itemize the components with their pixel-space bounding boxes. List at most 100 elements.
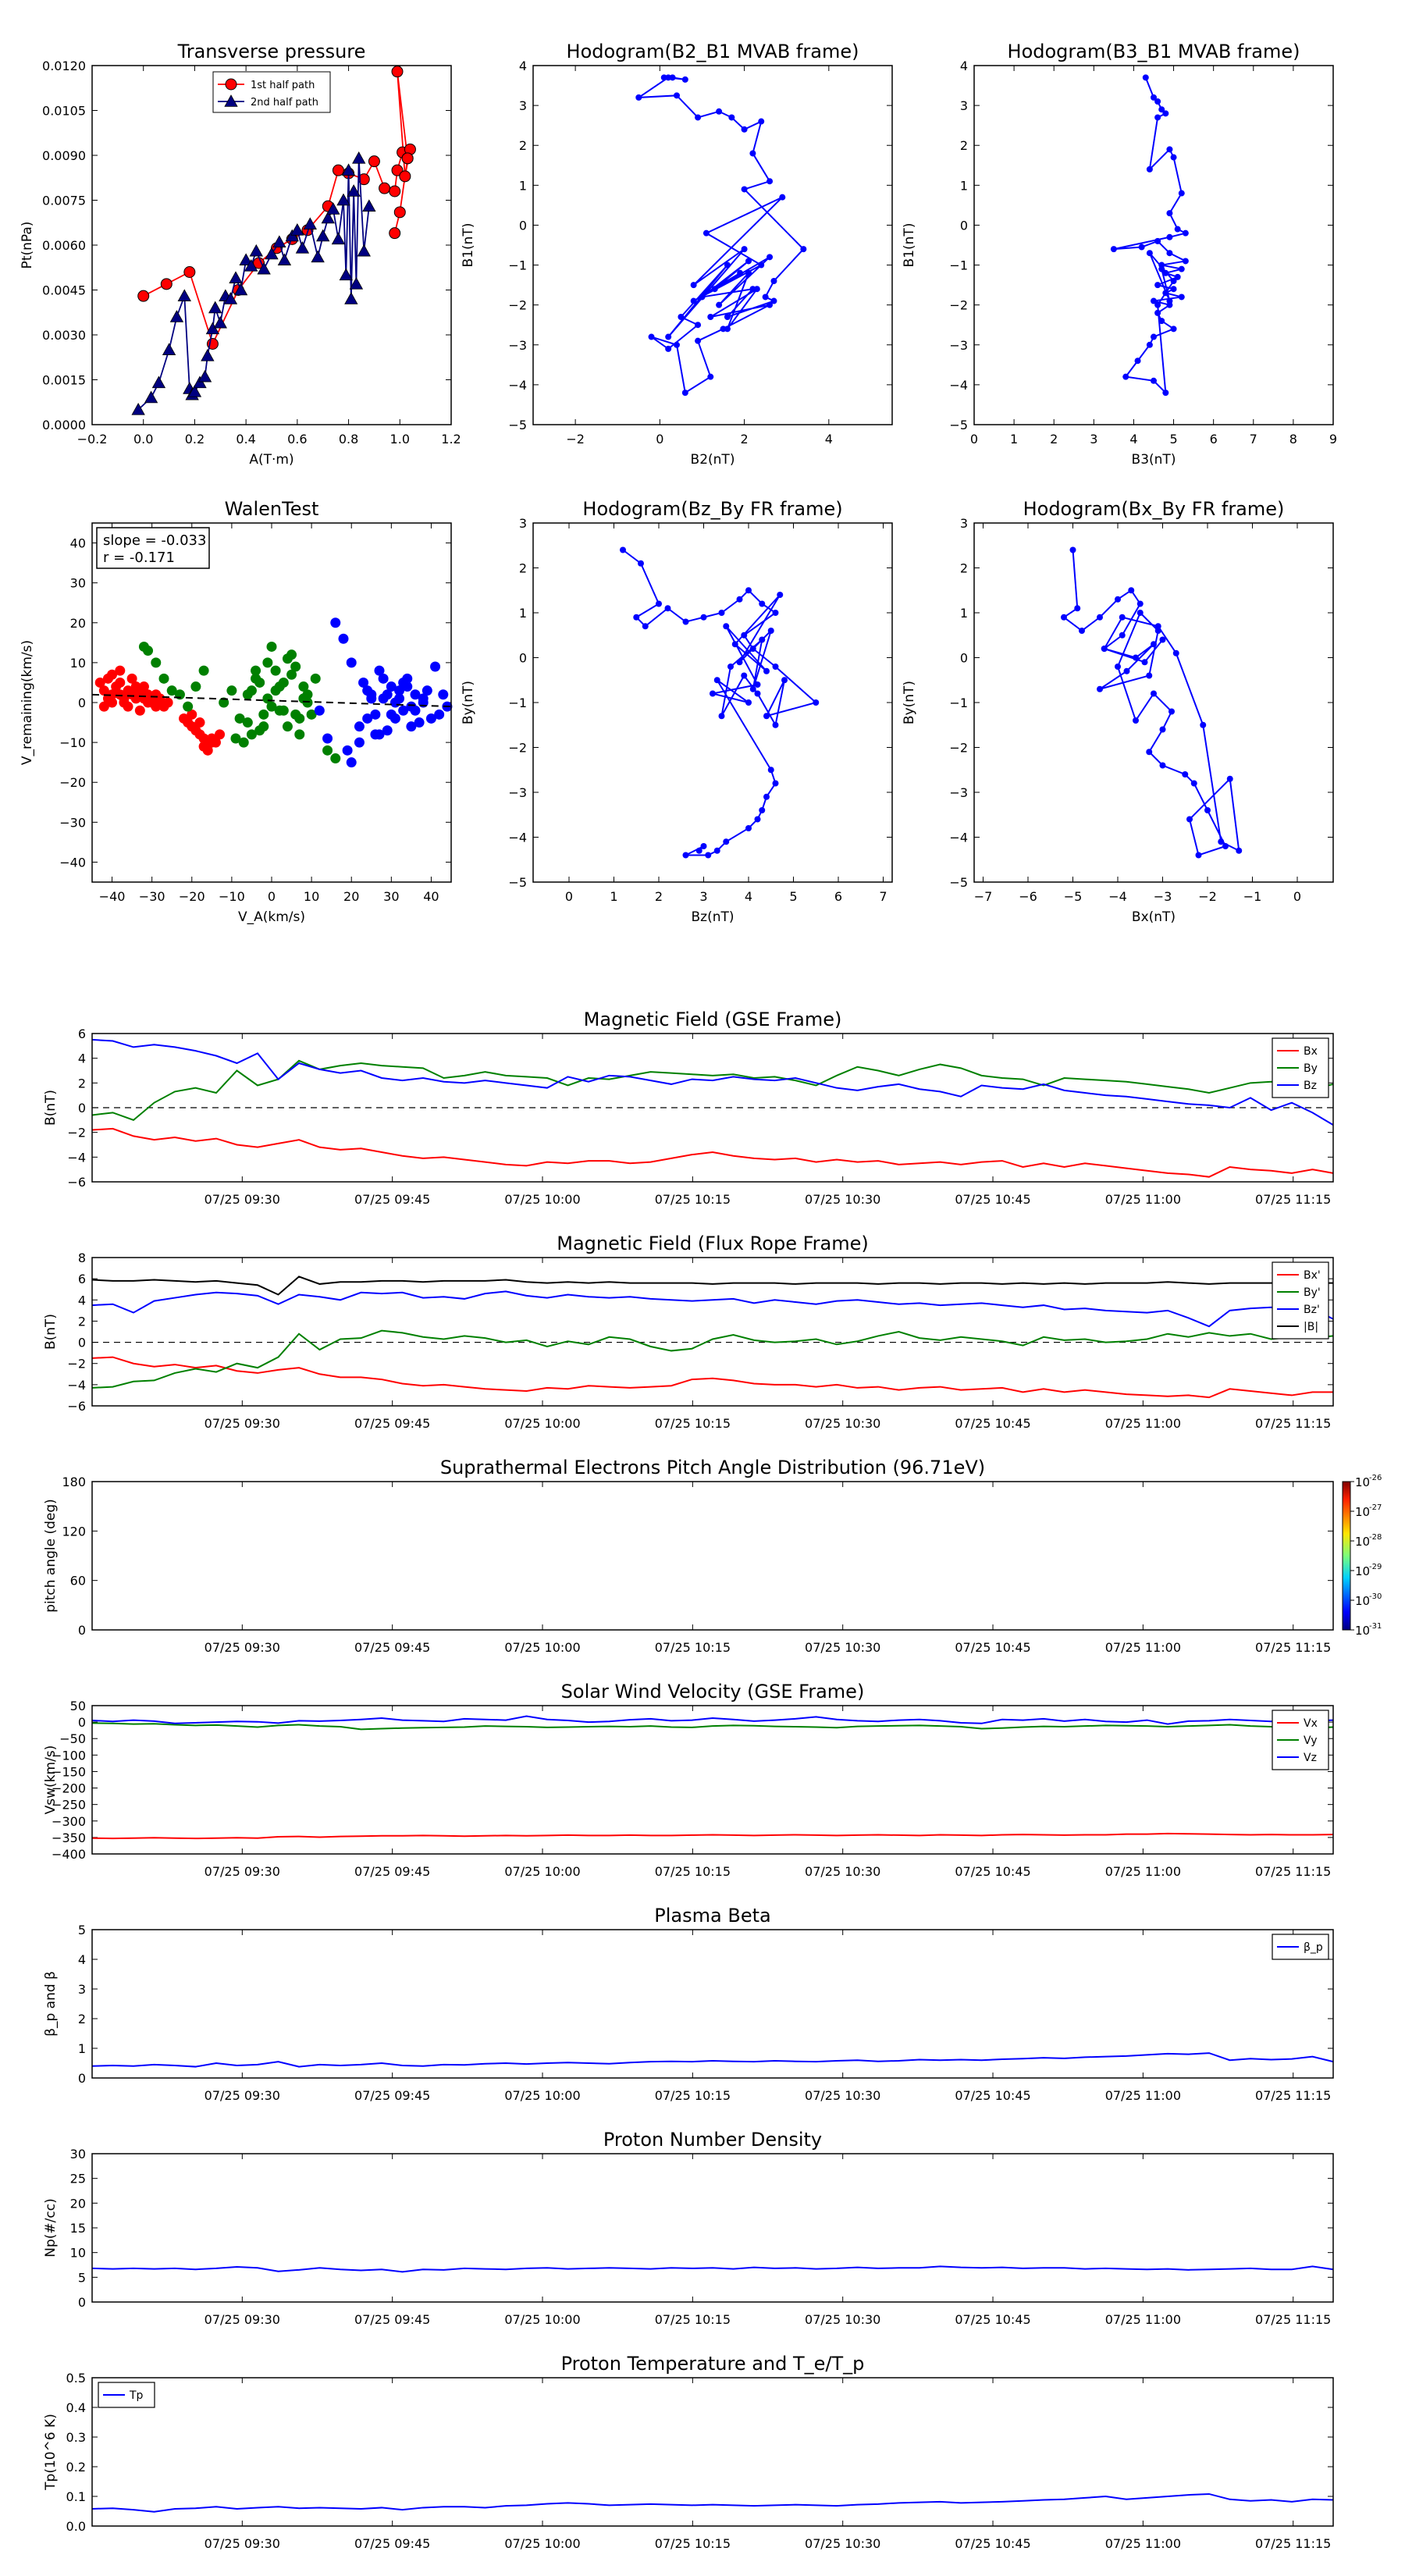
walen-point <box>155 697 165 708</box>
y-tick-label: −3 <box>508 785 527 800</box>
hodogram-point <box>767 178 774 185</box>
x-tick-label: 07/25 11:15 <box>1255 2312 1331 2327</box>
hodogram-point <box>707 314 714 320</box>
x-tick-label: 9 <box>1329 432 1337 447</box>
second-half-point <box>223 292 238 304</box>
walen-point <box>354 721 365 732</box>
walen-point <box>162 697 173 708</box>
second-half-point <box>316 229 330 242</box>
hodogram-line <box>1062 550 1240 856</box>
x-tick-label: 0.8 <box>339 432 358 447</box>
colorbar-exponent: -30 <box>1369 1592 1382 1601</box>
h2-hodogram-chart: Hodogram(B3_B1 MVAB frame) −5 −4 −3 −2 −1 0 1 2 3… <box>902 41 1337 468</box>
y-tick-label: −2 <box>508 741 527 756</box>
hodogram-point <box>1154 282 1161 289</box>
y-tick-label: 0.5 <box>66 2371 86 2386</box>
y-tick-label: 0 <box>78 2071 86 2086</box>
hodogram-point <box>1162 110 1169 117</box>
x-axis-label: B3(nT) <box>1132 452 1176 468</box>
hodogram-point <box>777 592 784 598</box>
x-tick-label: 07/25 11:00 <box>1105 1192 1181 1207</box>
second-half-point <box>277 253 292 265</box>
x-tick-label: 4 <box>1129 432 1137 447</box>
x-tick-label: 07/25 11:00 <box>1105 2536 1181 2551</box>
y-axis-label: Np(#/cc) <box>43 2198 59 2257</box>
colorbar-exponent: -28 <box>1369 1533 1382 1542</box>
x-tick-label: 07/25 11:00 <box>1105 1864 1181 1879</box>
y-tick-label: 3 <box>519 516 527 531</box>
chart-title: Hodogram(B3_B1 MVAB frame) <box>1008 41 1300 62</box>
hodogram-point <box>1151 94 1157 101</box>
second-half-point <box>233 283 248 296</box>
x-tick-label: 40 <box>423 889 439 904</box>
y-tick-label: −3 <box>508 338 527 353</box>
walen-point <box>278 705 289 716</box>
hodogram-point <box>690 297 697 304</box>
x-tick-label: 07/25 10:00 <box>504 2536 580 2551</box>
walen-point <box>226 685 237 696</box>
walen-point <box>346 657 357 668</box>
colorbar-base: 10 <box>1355 1564 1370 1578</box>
walen-point <box>342 745 353 756</box>
y-tick-label: 0.0075 <box>42 194 86 208</box>
x-tick-label: 07/25 09:45 <box>354 2536 430 2551</box>
x-tick-label: 07/25 10:15 <box>655 1416 731 1431</box>
walen-point <box>434 709 445 720</box>
walen-point <box>410 705 421 716</box>
x-tick-label: 07/25 10:45 <box>955 1864 1030 1879</box>
x-tick-label: 07/25 09:30 <box>205 1640 280 1655</box>
hodogram-point <box>727 664 734 670</box>
second-half-point <box>187 385 202 397</box>
second-half-point <box>244 259 258 272</box>
hodogram-point <box>1101 646 1108 652</box>
hodogram-point <box>1061 614 1067 621</box>
second-half-point <box>177 289 191 301</box>
first-half-point <box>368 155 380 168</box>
hodogram-point <box>1174 273 1181 280</box>
y-tick-label: 3 <box>519 98 527 113</box>
y-tick-label: 4 <box>78 1293 86 1308</box>
second-half-point <box>239 253 253 265</box>
y-axis-label: β_p and β <box>43 1971 59 2037</box>
walen-point <box>266 641 277 652</box>
walen-point <box>310 673 321 684</box>
x-tick-label: 0 <box>1293 889 1301 904</box>
x-tick-label: 3 <box>1090 432 1097 447</box>
y-axis-label: B1(nT) <box>461 223 476 268</box>
colorbar-exponent: -26 <box>1369 1474 1382 1482</box>
legend-label: Bx <box>1304 1045 1318 1058</box>
hodogram-point <box>1146 749 1153 756</box>
hodogram-point <box>1133 717 1139 724</box>
hodogram-point <box>1154 623 1161 630</box>
legend-label: By' <box>1304 1286 1321 1299</box>
walen-point <box>126 673 137 684</box>
y-tick-label: −350 <box>52 1831 86 1845</box>
chart-title: Transverse pressure <box>177 41 366 62</box>
hodogram-point <box>702 229 710 237</box>
series-line <box>91 1356 1333 1399</box>
walen-point <box>362 713 373 724</box>
second-half-point <box>352 151 366 164</box>
x-tick-label: −2 <box>566 432 585 447</box>
y-tick-label: −6 <box>67 1399 86 1414</box>
hodogram-point <box>1170 278 1177 284</box>
hodogram-point <box>1172 649 1179 656</box>
hodogram-point <box>681 76 688 83</box>
hodogram-point <box>728 114 735 121</box>
second-half-point <box>193 375 207 389</box>
y-tick-label: 0 <box>519 218 527 233</box>
hodogram-point <box>772 610 779 616</box>
hodogram-point <box>700 843 707 849</box>
hodogram-point <box>1122 373 1129 380</box>
colorbar-exponent: -29 <box>1369 1563 1382 1571</box>
walen-point <box>258 709 269 720</box>
hodogram-point <box>716 108 723 115</box>
hodogram-point <box>749 150 756 157</box>
legend-label: 2nd half path <box>251 97 318 109</box>
legend-label: By <box>1304 1062 1318 1075</box>
colorbar-base: 10 <box>1355 1475 1370 1489</box>
y-tick-label: 0.2 <box>66 2460 86 2475</box>
plot-border <box>91 65 452 425</box>
legend-label: Bz <box>1304 1080 1317 1092</box>
chart-title: Suprathermal Electrons Pitch Angle Distr… <box>440 1457 985 1478</box>
